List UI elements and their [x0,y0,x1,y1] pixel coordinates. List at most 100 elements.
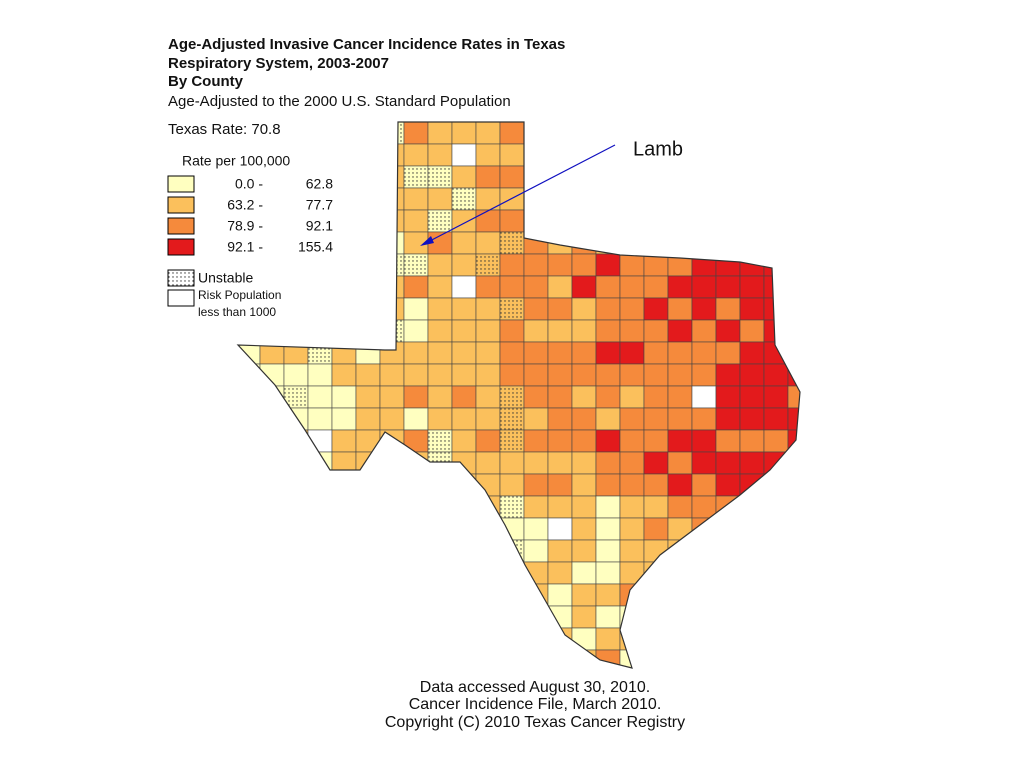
county [427,627,453,651]
legend: 0.0 - 62.8 63.2 - 77.7 78.9 - 92.1 92.1 - 155.4 [167,175,333,256]
county [787,341,800,365]
county [403,363,429,387]
county-unstable [356,650,380,668]
county [499,275,525,299]
county [523,605,549,629]
county [403,627,429,651]
county [451,649,477,668]
county [691,385,717,409]
county [691,649,717,668]
county [283,539,309,563]
county [667,319,693,343]
county [475,297,501,321]
county [715,275,741,299]
county [403,275,429,299]
county [763,122,789,145]
county [238,429,261,453]
county [523,649,549,668]
county [331,165,357,189]
county [451,143,477,167]
legend-high: 77.7 [306,197,333,213]
county [619,275,645,299]
county [523,407,549,431]
county [427,539,453,563]
county [259,231,285,255]
county-unstable [380,254,404,276]
county [355,165,381,189]
county [643,165,669,189]
county [715,561,741,585]
county [283,363,309,387]
county [307,122,333,145]
county [259,583,285,607]
county [739,165,765,189]
county [571,385,597,409]
county [451,165,477,189]
county [739,122,765,145]
county [547,143,573,167]
county-unstable [476,254,500,276]
county [619,539,645,563]
county [619,165,645,189]
county-unstable [380,452,404,474]
county [763,187,789,211]
county [283,319,309,343]
county [595,451,621,475]
county [379,297,405,321]
county [667,649,693,668]
county [331,122,357,145]
county [355,143,381,167]
county [403,561,429,585]
county [667,451,693,475]
county [355,122,381,145]
county [379,561,405,585]
county [451,122,477,145]
county [763,341,789,365]
county [331,253,357,277]
county [667,363,693,387]
county [475,605,501,629]
county [571,517,597,541]
county [787,495,800,519]
county [331,143,357,167]
county [283,165,309,189]
county [355,407,381,431]
county [739,583,765,607]
county [643,363,669,387]
county [403,407,429,431]
county-unstable [238,452,260,474]
county [238,385,261,409]
county [523,473,549,497]
county [739,517,765,541]
county-unstable [380,320,404,342]
county [571,275,597,299]
county [427,649,453,668]
county [499,627,525,651]
county [667,407,693,431]
county [379,495,405,519]
county [619,209,645,233]
county [475,209,501,233]
county [523,319,549,343]
county [523,451,549,475]
county [643,627,669,651]
county [331,297,357,321]
county [787,143,800,167]
county-unstable [476,540,500,562]
county [739,451,765,475]
county [379,407,405,431]
county [619,363,645,387]
county [355,275,381,299]
arrow-head [420,236,434,246]
county [238,363,261,387]
county [787,253,800,277]
county [739,341,765,365]
county [787,165,800,189]
county [403,605,429,629]
county [355,473,381,497]
county [763,649,789,668]
county [763,363,789,387]
county [787,385,800,409]
county [379,451,405,475]
county [307,561,333,585]
